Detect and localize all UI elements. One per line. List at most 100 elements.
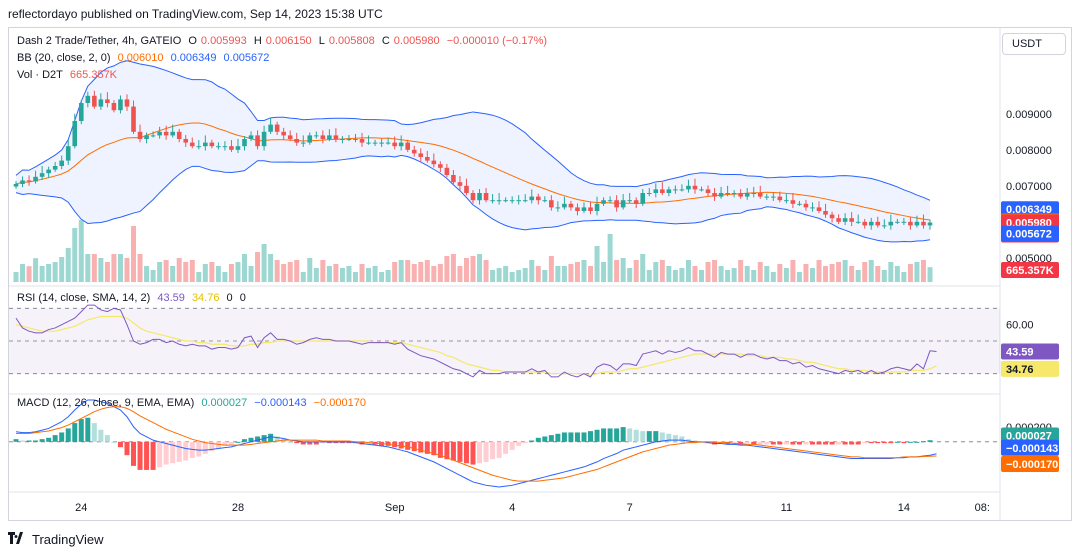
- volume-bar-53: [359, 264, 365, 282]
- volume-bar-62: [418, 262, 424, 282]
- volume-bar-98: [653, 262, 659, 282]
- macd-legend: MACD (12, 26, close, 9, EMA, EMA) 0.0000…: [17, 397, 370, 409]
- volume-bar-92: [614, 260, 620, 282]
- volume-bar-41: [281, 264, 287, 282]
- candle-body-57: [385, 142, 391, 144]
- macd-hist-bar-97: [646, 431, 652, 442]
- candle-body-132: [875, 221, 881, 226]
- macd-hist-bar-15: [111, 441, 117, 443]
- macd-hist-bar-68: [457, 441, 463, 462]
- volume-bar-124: [823, 266, 829, 282]
- candle-body-35: [242, 139, 247, 147]
- volume-bar-134: [888, 262, 894, 282]
- volume-bar-63: [424, 260, 430, 282]
- time-label-4: 7: [627, 502, 633, 514]
- volume-bar-116: [770, 272, 776, 282]
- volume-bar-33: [228, 264, 234, 282]
- high-value: 0.006150: [265, 35, 312, 47]
- currency-button[interactable]: USDT: [1002, 33, 1066, 55]
- macd-hist-bar-81: [542, 436, 548, 442]
- price-tag-0-bg: [1001, 201, 1059, 218]
- candle-body-103: [686, 185, 691, 190]
- macd-hist-bar-44: [300, 441, 306, 445]
- rsi-ma-value: 34.76: [191, 292, 220, 304]
- volume-bar-123: [816, 260, 822, 282]
- volume-bar-130: [862, 262, 868, 282]
- macd-hist-bar-26: [183, 441, 189, 461]
- volume-bar-140: [927, 267, 933, 282]
- candle-body-98: [653, 189, 659, 193]
- candle-body-8: [65, 146, 71, 161]
- candle-body-125: [829, 214, 835, 219]
- volume-bar-67: [450, 254, 456, 282]
- candle-body-96: [640, 193, 646, 204]
- macd-hist-bar-29: [202, 441, 208, 454]
- candle-body-82: [549, 200, 554, 208]
- candle-body-21: [150, 135, 156, 137]
- volume-bar-23: [163, 260, 169, 282]
- rsi-label: RSI (14, close, SMA, 14, 2): [17, 292, 151, 304]
- candle-body-135: [895, 221, 900, 223]
- volume-bar-91: [607, 234, 613, 282]
- macd-hist-bar-60: [405, 441, 411, 450]
- volume-bar-95: [633, 260, 639, 282]
- macd-hist-bar-39: [268, 433, 274, 442]
- macd-hist-bar-74: [496, 441, 502, 458]
- volume-bar-121: [803, 264, 809, 282]
- bb-fill: [16, 60, 930, 242]
- macd-hist-bar-77: [516, 441, 522, 446]
- macd-hist-bar-95: [633, 429, 639, 442]
- candle-body-121: [803, 203, 809, 208]
- macd-hist-bar-84: [561, 432, 567, 442]
- candle-body-45: [307, 135, 313, 143]
- candle-body-136: [901, 221, 907, 223]
- candle-body-54: [366, 142, 371, 144]
- candle-body-48: [327, 135, 332, 139]
- volume-bar-105: [699, 270, 704, 282]
- volume-bar-24: [170, 266, 176, 282]
- macd-hist-bar-51: [346, 441, 352, 444]
- candle-body-109: [725, 193, 730, 194]
- macd-hist-bar-122: [809, 441, 815, 445]
- volume-bar-18: [131, 226, 137, 282]
- volume-bar-3: [33, 258, 39, 282]
- macd-hist-bar-133: [881, 441, 887, 444]
- candle-body-26: [183, 139, 189, 143]
- candle-body-106: [705, 189, 711, 193]
- macd-hist-bar-85: [568, 432, 574, 442]
- volume-bar-15: [111, 254, 117, 282]
- volume-bar-82: [548, 256, 554, 282]
- volume-bar-126: [836, 262, 842, 282]
- macd-hist-bar-87: [581, 432, 587, 442]
- volume-bar-120: [796, 272, 802, 282]
- candle-body-13: [98, 99, 104, 107]
- candle-body-59: [398, 142, 404, 147]
- volume-bar-125: [829, 264, 835, 282]
- publish-header: reflectordayo published on TradingView.c…: [8, 7, 383, 21]
- volume-bar-26: [183, 262, 189, 282]
- macd-hist-bar-9: [72, 423, 78, 442]
- volume-bar-19: [137, 254, 143, 282]
- candle-body-34: [235, 146, 241, 150]
- macd-tag-1: −0.000143: [1006, 443, 1058, 455]
- volume-bar-102: [679, 268, 685, 282]
- candle-body-74: [496, 200, 502, 202]
- macd-hist-bar-126: [836, 441, 842, 445]
- volume-bar-107: [712, 260, 718, 282]
- candle-body-20: [144, 135, 149, 139]
- volume-bar-32: [222, 272, 228, 282]
- macd-hist-bar-8: [65, 428, 71, 442]
- volume-bar-31: [215, 266, 221, 282]
- volume-bar-25: [176, 258, 182, 282]
- candle-body-65: [438, 164, 443, 168]
- candle-body-118: [784, 200, 789, 202]
- candle-body-4: [39, 173, 45, 177]
- volume-bar-58: [392, 262, 398, 282]
- candle-body-108: [718, 193, 724, 197]
- volume-tag: 665.357K: [1006, 265, 1054, 277]
- macd-hist-bar-0: [13, 439, 19, 442]
- macd-hist-bar-66: [444, 441, 450, 460]
- volume-label: Vol · D2T: [17, 69, 63, 81]
- candle-body-128: [849, 218, 854, 222]
